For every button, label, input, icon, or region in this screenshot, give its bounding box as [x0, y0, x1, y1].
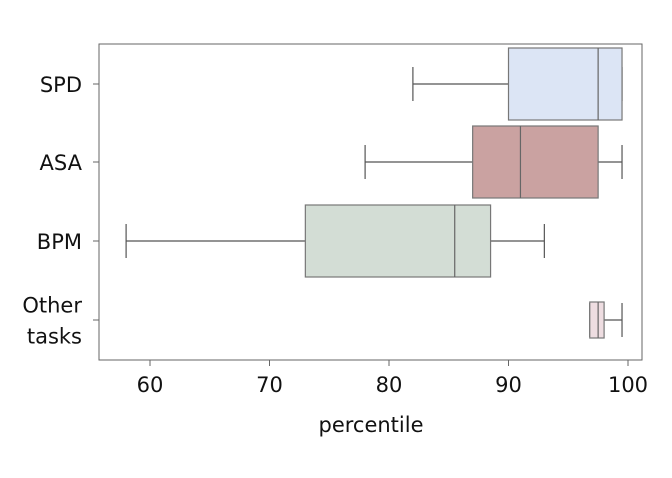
- box-2: [125, 204, 545, 278]
- y-category-label: Other tasks: [22, 294, 82, 349]
- iqr-box: [507, 47, 623, 121]
- y-category-label: ASA: [40, 151, 83, 175]
- y-category-label-line: BPM: [37, 230, 82, 254]
- iqr-box: [589, 301, 605, 339]
- y-category-label-line: tasks: [27, 325, 82, 349]
- iqr-box: [472, 125, 599, 199]
- plot-frame: [98, 43, 643, 361]
- y-category-label-line: Other: [22, 294, 82, 318]
- box-1: [364, 125, 623, 199]
- x-tick-label: 70: [256, 373, 283, 397]
- y-category-label-line: SPD: [40, 73, 82, 97]
- box-0: [412, 47, 623, 121]
- y-category-label: BPM: [37, 230, 82, 254]
- x-tick-label: 80: [376, 373, 403, 397]
- x-axis-title: percentile: [318, 413, 423, 437]
- iqr-box: [304, 204, 492, 278]
- y-category-label: SPD: [40, 73, 82, 97]
- box-3: [589, 301, 623, 339]
- y-category-label-line: ASA: [40, 151, 83, 175]
- x-tick-label: 60: [137, 373, 164, 397]
- x-tick-label: 100: [608, 373, 648, 397]
- x-tick-label: 90: [495, 373, 522, 397]
